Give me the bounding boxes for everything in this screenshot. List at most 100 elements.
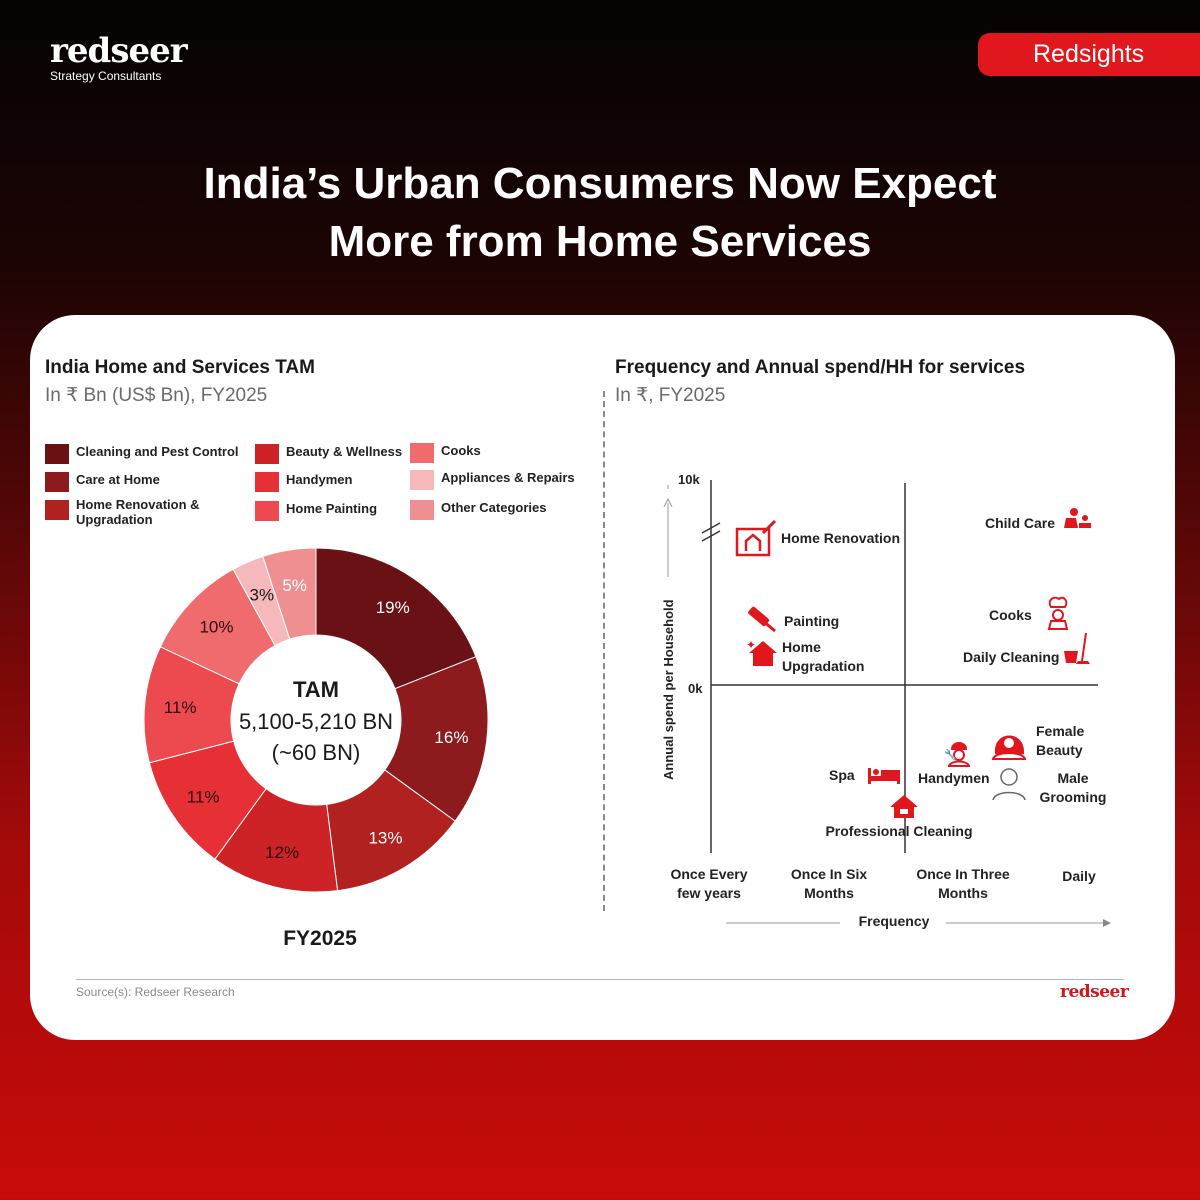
headline-line-1: India’s Urban Consumers Now Expect: [203, 159, 997, 208]
point-professional-cleaning: Professional Cleaning: [825, 795, 973, 839]
svg-text:Handymen: Handymen: [918, 770, 990, 786]
donut-slice-label: 3%: [250, 586, 275, 605]
man-icon: [992, 768, 1026, 801]
legend-swatch: [45, 472, 69, 492]
svg-text:Male: Male: [1057, 770, 1088, 786]
x-category-few-years: few years: [677, 885, 741, 901]
donut-slice-label: 19%: [376, 598, 410, 617]
point-cooks: Cooks: [989, 596, 1069, 630]
donut-slice-label: 5%: [282, 576, 307, 595]
chef-icon: [1047, 596, 1069, 630]
brand-tagline: Strategy Consultants: [50, 69, 162, 83]
child-care-icon: [1064, 508, 1091, 528]
axis-break-icon: [667, 485, 721, 542]
svg-text:Cooks: Cooks: [989, 607, 1032, 623]
paint-roller-icon: [748, 606, 776, 633]
legend-item-appliances: Appliances & Repairs: [410, 470, 611, 490]
worker-icon: 🔧: [944, 742, 971, 767]
svg-text:Painting: Painting: [784, 613, 839, 629]
donut-center-usd: (~60 BN): [272, 740, 361, 765]
tam-panel-title: India Home and Services TAM: [45, 357, 315, 378]
svg-text:Home Renovation: Home Renovation: [781, 530, 900, 546]
matrix-panel-title: Frequency and Annual spend/HH for servic…: [615, 357, 1026, 378]
svg-text:Beauty: Beauty: [1036, 742, 1083, 758]
x-category-once-in-three: Once In Three: [916, 866, 1010, 882]
tam-panel-subtitle: In ₹ Bn (US$ Bn), FY2025: [45, 385, 268, 406]
legend-item-other: Other Categories: [410, 500, 611, 520]
legend-item-home-renovation: Home Renovation & Upgradation: [45, 497, 211, 527]
svg-text:Daily Cleaning: Daily Cleaning: [963, 649, 1059, 665]
matrix-panel-subtitle: In ₹, FY2025: [615, 385, 726, 406]
y-tick-10k: 10k: [678, 472, 700, 487]
svg-text:Home: Home: [782, 639, 821, 655]
y-axis-arrow-head: [663, 497, 673, 508]
x-axis-label: Frequency: [859, 913, 930, 929]
svg-text:🔧: 🔧: [944, 748, 956, 761]
donut-year-label: FY2025: [283, 927, 357, 950]
point-child-care: Child Care: [985, 508, 1091, 531]
legend-item-home-painting: Home Painting: [255, 501, 456, 521]
legend-swatch: [45, 500, 69, 520]
legend-item-handymen: Handymen: [255, 472, 456, 492]
panel-divider: [603, 391, 605, 911]
svg-text:Female: Female: [1036, 723, 1084, 739]
x-category-months-2: Months: [938, 885, 988, 901]
x-category-once-in-six: Once In Six: [791, 866, 867, 882]
brand-logo: redseer Strategy Consultants: [50, 34, 188, 83]
svg-text:Child Care: Child Care: [985, 515, 1055, 531]
legend-label: Cooks: [441, 443, 481, 458]
donut-slice-label: 13%: [368, 828, 402, 847]
legend-label: Home Painting: [286, 501, 378, 516]
tam-donut-chart: 19% 16% 13% 12% 11% 11% 10% 3% 5% TAM 5,100-5,21…: [143, 547, 489, 950]
legend-swatch: [255, 501, 279, 521]
legend-swatch: [410, 443, 434, 463]
point-daily-cleaning: Daily Cleaning: [963, 632, 1090, 665]
x-category-daily: Daily: [1062, 868, 1096, 884]
content-card: India Home and Services TAM In ₹ Bn (US$…: [30, 315, 1175, 1040]
point-male-grooming: Male Grooming: [992, 768, 1107, 805]
legend-swatch: [255, 472, 279, 492]
legend-swatch: [410, 500, 434, 520]
source-note: Source(s): Redseer Research: [76, 985, 235, 999]
frequency-spend-matrix: 10k 0k Annual spend per Household Freque…: [661, 472, 1111, 929]
x-axis-arrow-head: [1103, 919, 1111, 927]
legend-label: Handymen: [286, 472, 353, 487]
x-category-once-every: Once Every: [670, 866, 747, 882]
point-female-beauty: Female Beauty: [991, 723, 1084, 760]
y-axis-label: Annual spend per Household: [661, 599, 676, 780]
x-category-months: Months: [804, 885, 854, 901]
legend-label: Care at Home: [76, 472, 160, 487]
donut-slice-label: 11%: [164, 698, 197, 717]
legend-item-care-at-home: Care at Home: [45, 472, 246, 492]
bucket-mop-icon: [1064, 632, 1090, 664]
point-home-renovation: Home Renovation: [735, 519, 900, 557]
legend-label: Appliances & Repairs: [441, 470, 575, 485]
svg-text:Grooming: Grooming: [1040, 789, 1107, 805]
donut-slice-label: 12%: [265, 843, 299, 862]
legend-item-beauty: Beauty & Wellness: [255, 444, 456, 464]
svg-text:Upgradation: Upgradation: [782, 658, 864, 674]
redsights-badge: Redsights: [978, 33, 1200, 76]
blueprint-house-icon: [735, 519, 777, 557]
legend-label: Beauty & Wellness: [286, 444, 403, 459]
legend-swatch: [255, 444, 279, 464]
donut-slice-label: 16%: [434, 728, 468, 747]
donut-slice: [262, 547, 317, 640]
footer-logo: redseer: [1060, 982, 1129, 1002]
svg-text:✦: ✦: [746, 638, 756, 652]
legend-swatch: [410, 470, 434, 490]
point-home-upgradation: ✦ Home Upgradation: [746, 638, 864, 674]
legend-label: Cleaning and Pest Control: [76, 444, 239, 459]
donut-center-value: 5,100-5,210 BN: [239, 709, 393, 734]
donut-slice: [315, 547, 477, 690]
clean-house-icon: [890, 795, 918, 818]
legend-item-cooks: Cooks: [410, 443, 611, 463]
donut-slice-label: 11%: [187, 788, 220, 807]
donut-center-title: TAM: [293, 677, 339, 702]
legend-swatch: [45, 444, 69, 464]
sparkle-house-icon: ✦: [746, 638, 777, 666]
point-handymen: 🔧 Handymen: [918, 742, 990, 786]
legend-label: Other Categories: [441, 500, 547, 515]
svg-text:Professional Cleaning: Professional Cleaning: [825, 823, 972, 839]
y-tick-0k: 0k: [688, 681, 703, 696]
